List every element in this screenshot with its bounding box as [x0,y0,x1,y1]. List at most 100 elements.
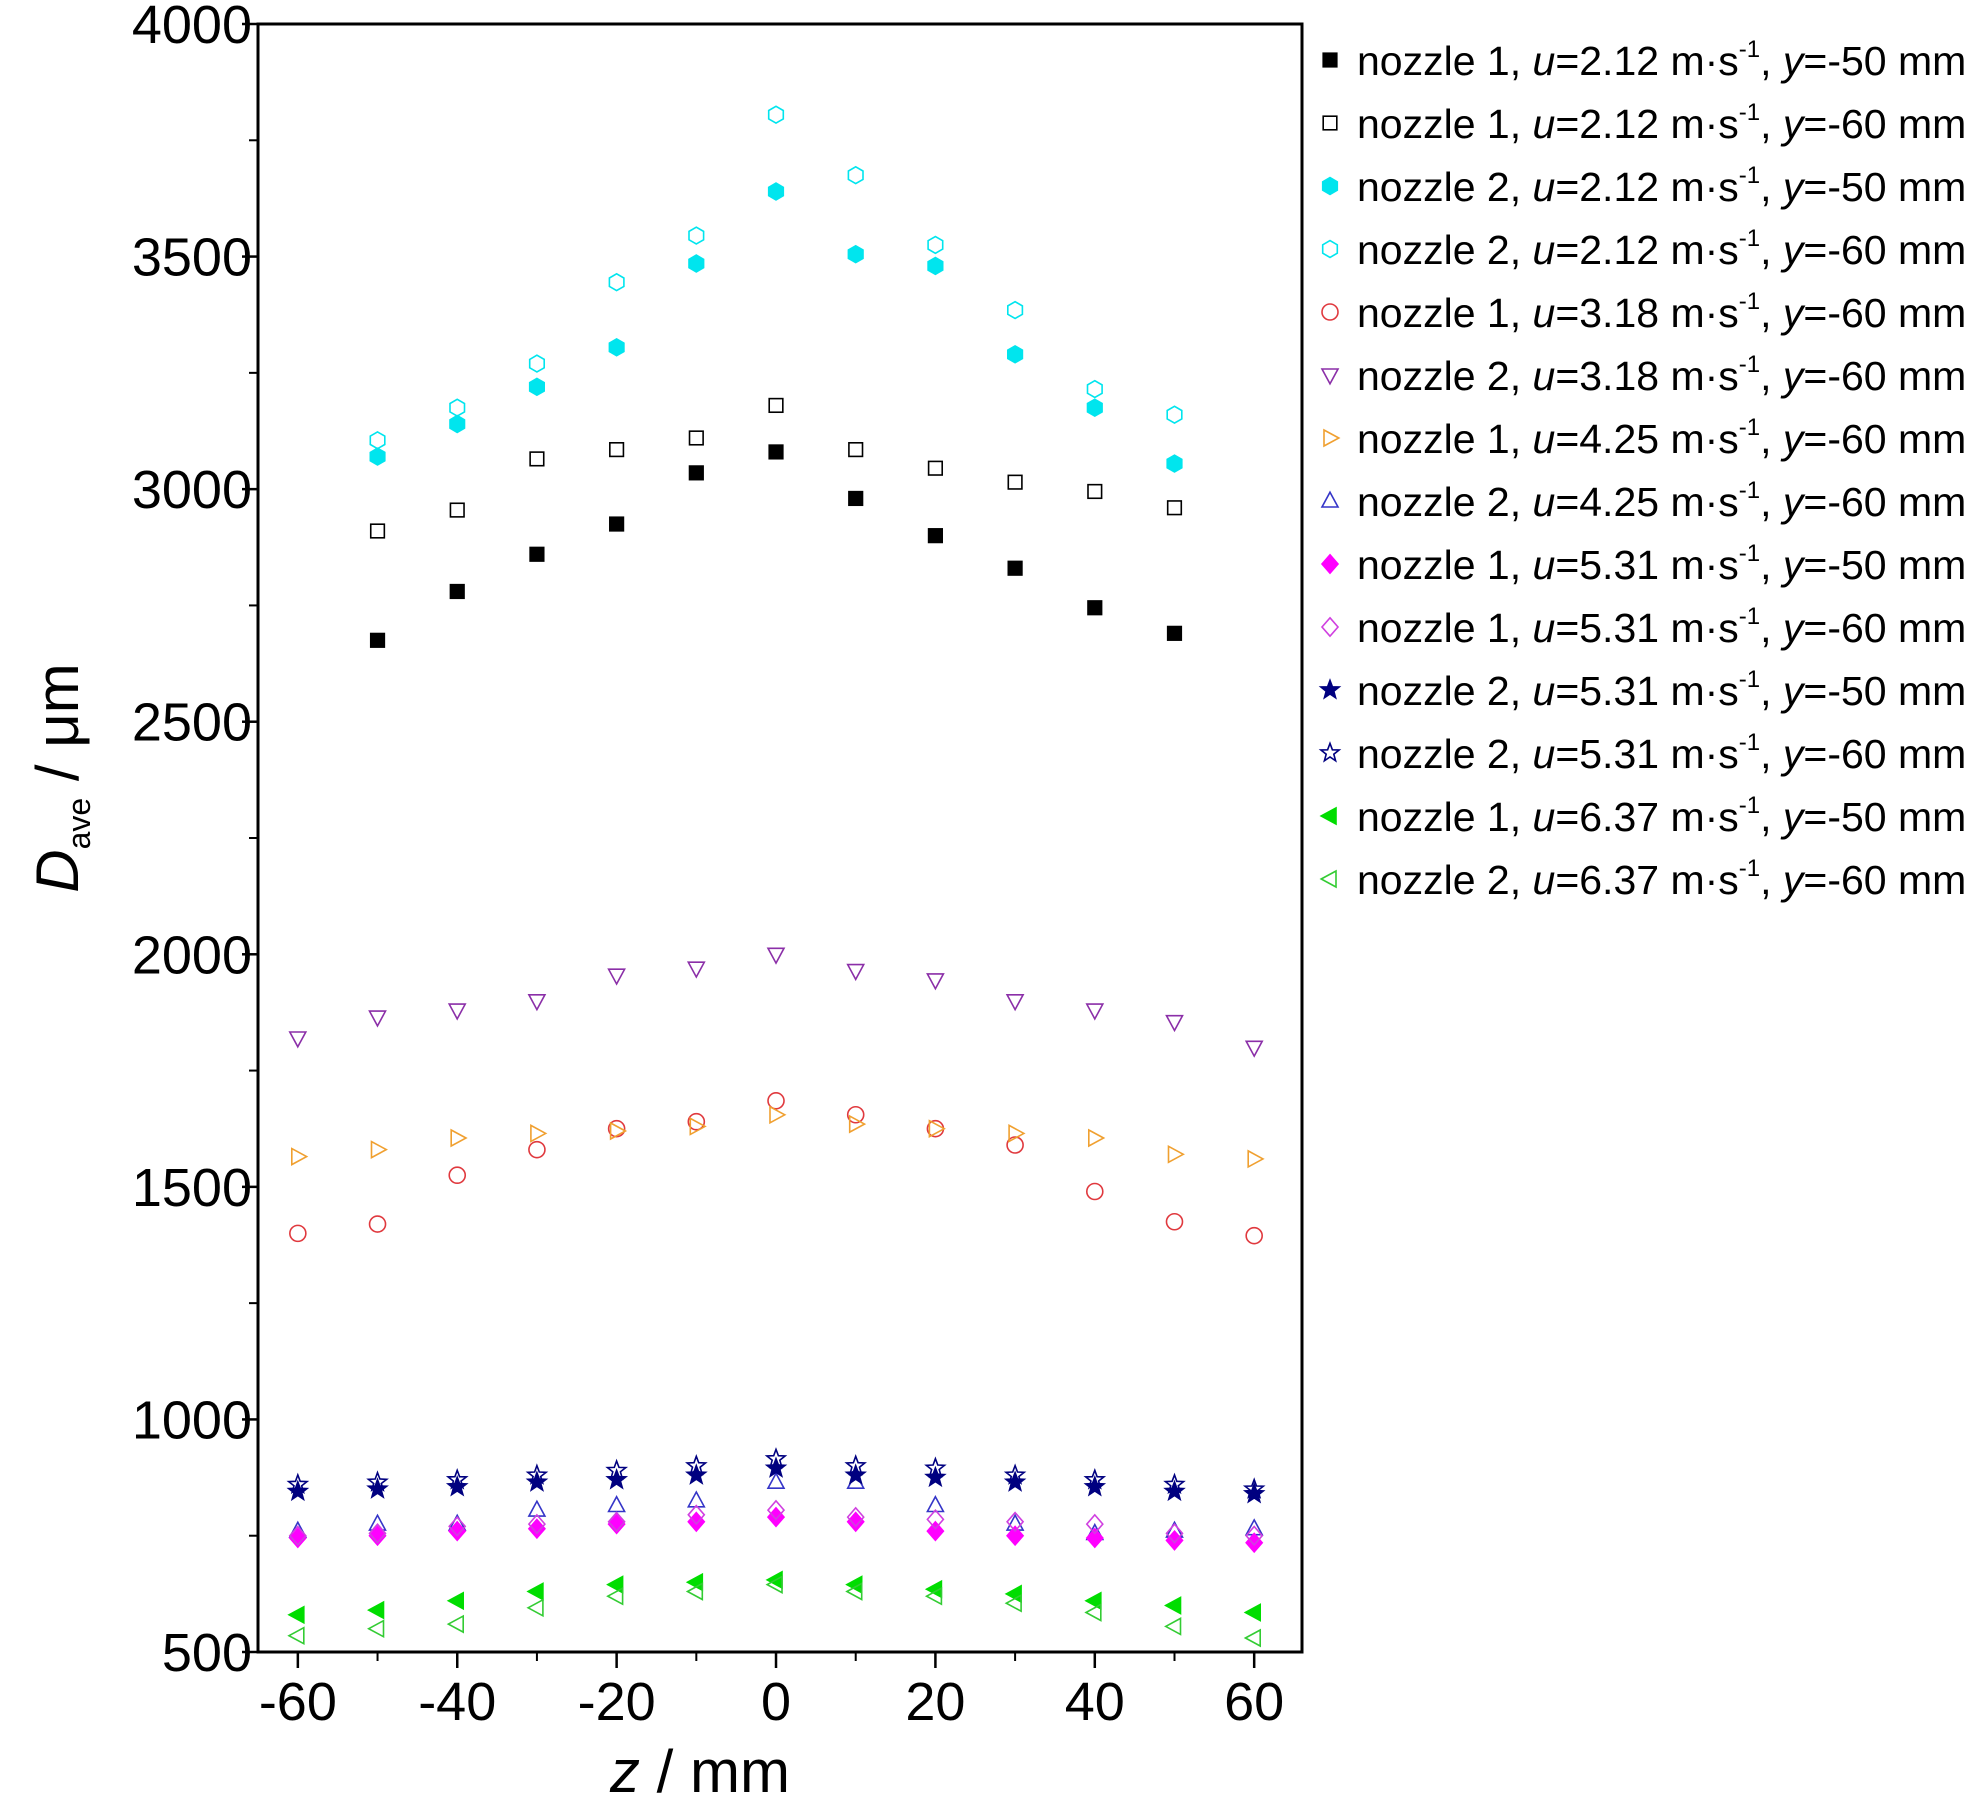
y-tick-label: 2000 [132,925,252,985]
data-point-s5-2 [368,1215,387,1233]
data-point-s14-8 [845,1582,863,1601]
data-point-s3-10 [1086,398,1103,418]
legend-entry-2: nozzle 1, u=2.12 m·s-1, y=-60 mm [1357,99,1966,147]
data-point-s14-13 [1243,1628,1261,1648]
data-point-s10-12 [1165,1522,1184,1544]
legend-marker-2 [1322,115,1338,131]
data-point-s7-4 [530,1124,548,1143]
data-point-s14-1 [287,1626,305,1646]
data-point-s5-4 [528,1140,546,1159]
data-point-s9-5 [607,1513,626,1535]
data-point-s4-3 [528,354,546,373]
data-point-s5-10 [1006,1136,1024,1154]
data-point-s4-6 [767,105,785,125]
data-point-s11-9 [924,1465,947,1488]
data-point-s2-7 [848,442,864,458]
y-tick-label: 4000 [132,0,252,55]
data-point-s10-7 [766,1499,786,1521]
data-point-s9-4 [527,1518,546,1540]
data-point-s13-13 [1243,1603,1261,1622]
data-point-s13-4 [526,1582,544,1601]
data-point-s12-10 [1003,1463,1027,1485]
data-point-s9-9 [926,1520,945,1542]
data-point-s5-12 [1165,1212,1184,1231]
data-point-s4-9 [1006,300,1024,320]
data-point-s7-10 [1008,1124,1026,1143]
data-point-s12-11 [1083,1467,1107,1490]
y-tick-label: 3000 [132,460,252,520]
x-tick-label: -20 [578,1672,656,1732]
y-tick-label: 500 [162,1623,252,1683]
data-point-s11-3 [445,1475,469,1497]
data-point-s3-6 [767,182,785,201]
data-point-s10-6 [687,1504,706,1526]
data-point-s4-4 [608,272,625,292]
legend-marker-9 [1320,553,1340,575]
data-point-s1-6 [768,444,784,460]
data-point-s14-5 [606,1586,624,1606]
data-point-s7-11 [1088,1128,1106,1148]
legend-marker-12 [1318,741,1342,763]
data-point-s12-12 [1163,1472,1186,1495]
data-markers [286,105,1266,1648]
legend-entry-1: nozzle 1, u=2.12 m·s-1, y=-50 mm [1357,36,1966,84]
data-point-s2-10 [1087,483,1103,500]
data-point-s3-8 [927,256,944,276]
data-point-s1-3 [529,546,545,562]
data-point-s10-4 [527,1513,546,1535]
data-point-s9-8 [846,1511,865,1533]
data-point-s2-4 [609,442,625,458]
legend-marker-6 [1320,368,1340,386]
data-point-s3-4 [608,337,625,357]
y-tick-label: 3500 [132,228,252,288]
data-point-s13-3 [446,1591,465,1611]
data-point-s7-6 [689,1117,707,1136]
legend: nozzle 1, u=2.12 m·s-1, y=-50 mm nozzle 1… [1318,36,1966,903]
data-point-s6-12 [1165,1014,1184,1033]
data-point-s12-8 [844,1453,867,1476]
x-tick-label: 40 [1065,1672,1125,1732]
data-point-s9-10 [1006,1525,1025,1547]
data-point-s5-13 [1245,1226,1263,1245]
data-point-s6-3 [447,1003,467,1021]
data-point-s6-11 [1085,1003,1105,1021]
data-point-s13-2 [367,1600,385,1620]
data-point-s2-2 [449,502,465,518]
data-point-s14-12 [1164,1617,1182,1636]
data-point-s12-6 [685,1453,708,1476]
data-point-s12-5 [605,1458,629,1481]
data-point-s6-1 [288,1031,308,1049]
legend-marker-4 [1321,239,1339,259]
data-point-s5-7 [767,1092,785,1110]
data-point-s8-9 [926,1495,945,1513]
data-point-s10-1 [288,1525,307,1547]
legend-marker-11 [1318,678,1342,700]
data-point-s7-8 [848,1114,867,1134]
plot-frame [256,22,1304,1654]
data-point-s6-7 [766,947,786,965]
data-point-s5-3 [448,1166,467,1185]
data-point-s9-1 [288,1527,307,1549]
data-point-s6-9 [926,973,945,991]
data-point-s2-6 [768,397,784,414]
data-point-s7-2 [370,1140,388,1159]
data-point-s11-1 [286,1479,310,1502]
x-tick-label: 20 [905,1672,965,1732]
x-tick-label: -60 [259,1672,337,1732]
data-point-s5-11 [1085,1182,1104,1201]
legend-entry-8: nozzle 2, u=4.25 m·s-1, y=-60 mm [1357,477,1966,525]
data-point-s14-6 [685,1582,704,1601]
data-point-s2-9 [1007,474,1023,490]
data-point-s12-7 [764,1447,788,1469]
data-point-s10-3 [448,1515,467,1537]
data-point-s3-7 [847,244,864,264]
x-tick-label: 0 [761,1672,791,1732]
legend-entry-4: nozzle 2, u=2.12 m·s-1, y=-60 mm [1357,225,1966,273]
legend-entry-9: nozzle 1, u=5.31 m·s-1, y=-50 mm [1357,540,1966,588]
data-point-s6-13 [1244,1040,1264,1058]
data-point-s2-3 [529,451,545,467]
legend-entry-13: nozzle 1, u=6.37 m·s-1, y=-50 mm [1357,792,1966,840]
x-axis-title: z / mm [609,1738,790,1795]
data-point-s11-8 [844,1463,867,1485]
